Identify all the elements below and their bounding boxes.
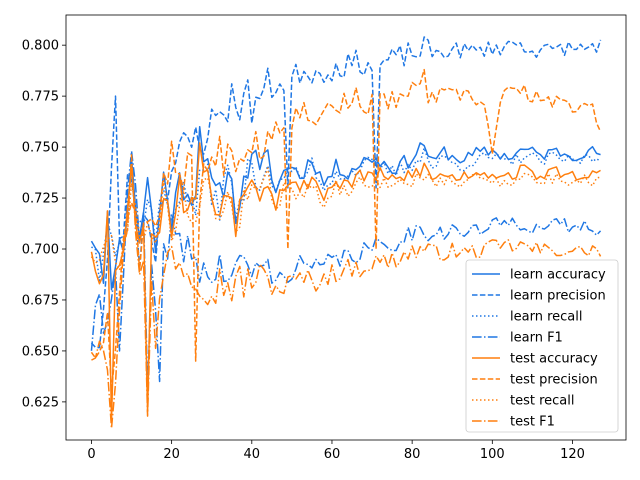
- y-tick-label: 0.650: [22, 344, 59, 359]
- x-tick-label: 0: [87, 447, 95, 462]
- legend-label: test F1: [510, 415, 555, 430]
- x-tick-label: 120: [560, 447, 585, 462]
- x-tick-label: 100: [480, 447, 505, 462]
- legend-label: learn recall: [510, 310, 582, 325]
- y-tick-label: 0.750: [22, 141, 59, 156]
- legend-entry-test-accuracy: test accuracy: [472, 352, 598, 367]
- x-tick-label: 40: [244, 447, 261, 462]
- y-tick-label: 0.700: [22, 243, 59, 258]
- series-test-f1-line: [91, 154, 602, 430]
- legend: learn accuracy learn precision learn recal…: [465, 259, 619, 433]
- y-tick-label: 0.775: [22, 90, 59, 105]
- legend-entry-learn-f1: learn F1: [472, 331, 563, 346]
- series-test-recall-line: [90, 167, 601, 271]
- series-test-precision-line: [90, 68, 602, 392]
- legend-label: test accuracy: [510, 352, 598, 367]
- plot-area: [65, 14, 627, 441]
- series-test-accuracy-line: [90, 142, 601, 422]
- series-layer: [90, 36, 602, 430]
- legend-box: [465, 259, 619, 433]
- axes-frame: [65, 14, 627, 441]
- legend-entry-learn-precision: learn precision: [472, 289, 606, 304]
- legend-label: learn accuracy: [510, 268, 606, 283]
- legend-entry-test-precision: test precision: [472, 373, 598, 388]
- y-tick-label: 0.675: [22, 293, 59, 308]
- y-tick-label: 0.800: [22, 39, 59, 54]
- legend-label: learn precision: [510, 289, 606, 304]
- series-learn-f1-line: [90, 150, 602, 393]
- legend-entry-test-f1: test F1: [472, 415, 555, 430]
- legend-entry-learn-accuracy: learn accuracy: [472, 268, 606, 283]
- x-tick-label: 60: [324, 447, 341, 462]
- series-learn-accuracy-line: [90, 125, 601, 291]
- y-tick-label: 0.625: [22, 395, 59, 410]
- series-learn-recall-line: [91, 147, 601, 282]
- y-tick-label: 0.725: [22, 192, 59, 207]
- legend-label: learn F1: [510, 331, 563, 346]
- x-axis: 0 20 40 60 80 100 120: [87, 440, 585, 462]
- legend-entry-learn-recall: learn recall: [472, 310, 582, 325]
- legend-label: test precision: [510, 373, 598, 388]
- legend-entry-test-recall: test recall: [472, 394, 575, 409]
- y-axis: 0.625 0.650 0.675 0.700 0.725 0.750 0.775 0.800: [22, 39, 66, 410]
- x-tick-label: 20: [163, 447, 180, 462]
- x-tick-label: 80: [404, 447, 421, 462]
- series-learn-precision-line: [90, 36, 602, 349]
- legend-label: test recall: [510, 394, 575, 409]
